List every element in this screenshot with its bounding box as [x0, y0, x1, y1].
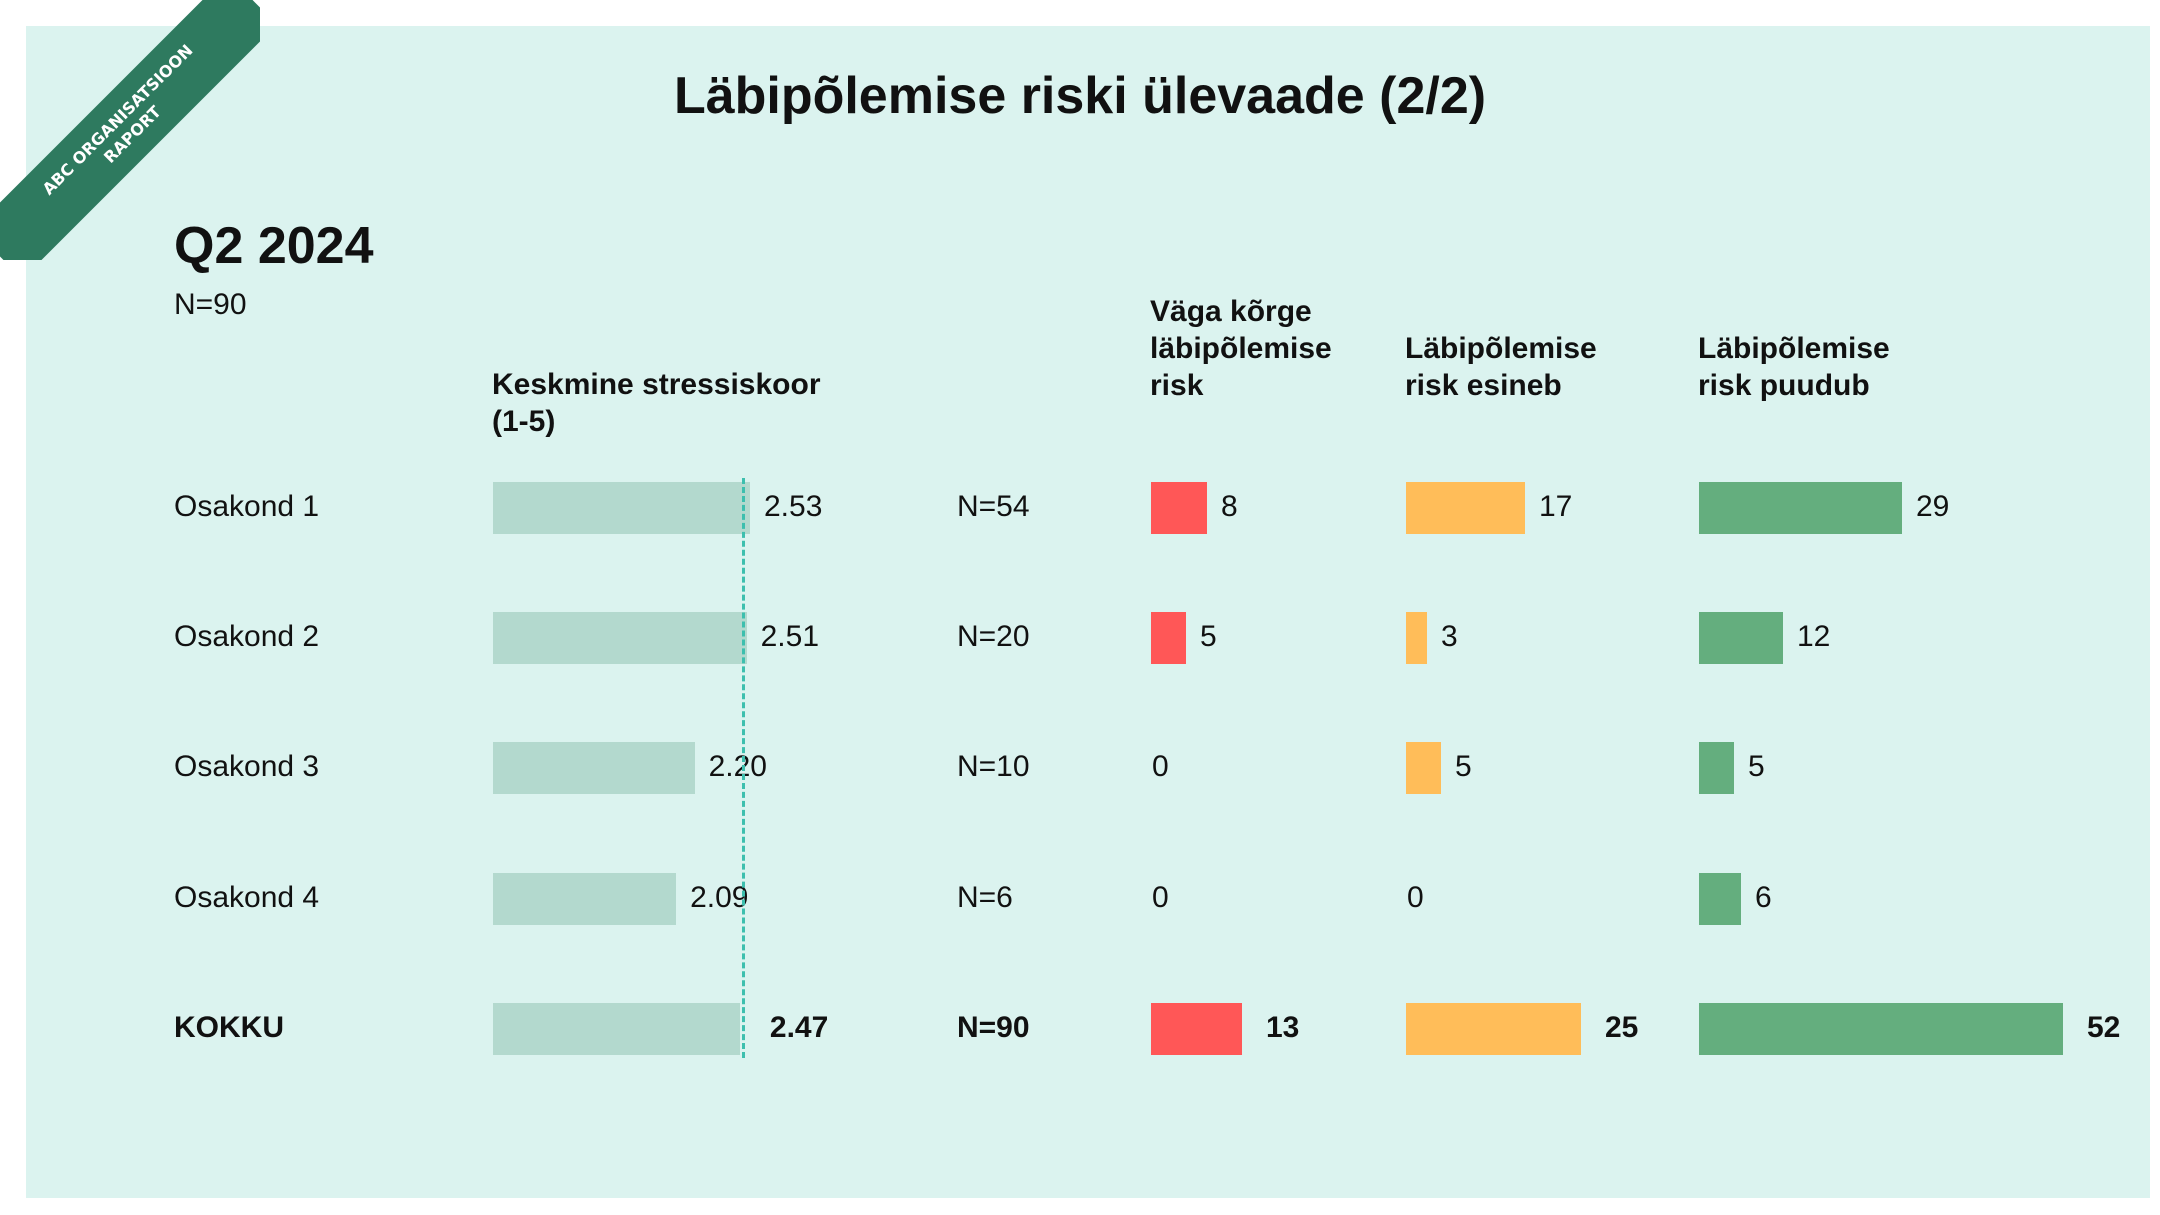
period-label: Q2 2024	[174, 216, 374, 276]
risk-value-3-1: 29	[1916, 490, 1949, 524]
stress-bar-1	[493, 482, 750, 534]
sample-size-label: N=90	[174, 288, 247, 322]
risk-value-2-3: 5	[1455, 750, 1472, 784]
header-risk-absent: Läbipõlemise risk puudub	[1698, 330, 1890, 404]
risk-value-1-4: 0	[1152, 881, 1169, 915]
risk-bar-3-3	[1699, 742, 1734, 794]
stress-value-2: 2.51	[761, 620, 819, 654]
header-present-line-1: Läbipõlemise	[1405, 330, 1597, 367]
stress-value-1: 2.53	[764, 490, 822, 524]
risk-bar-3-1	[1699, 482, 1902, 534]
risk-value-1-2: 5	[1200, 620, 1217, 654]
header-absent-line-2: risk puudub	[1698, 367, 1890, 404]
stress-bar-5	[493, 1003, 740, 1055]
risk-value-2-4: 0	[1407, 881, 1424, 915]
risk-bar-1-5	[1151, 1003, 1242, 1055]
risk-bar-2-1	[1406, 482, 1525, 534]
n-label-2: N=20	[957, 620, 1030, 654]
risk-bar-3-4	[1699, 873, 1741, 925]
risk-bar-2-5	[1406, 1003, 1581, 1055]
risk-value-3-5: 52	[2087, 1011, 2120, 1045]
stress-bar-2	[493, 612, 747, 664]
stress-value-4: 2.09	[690, 881, 748, 915]
risk-bar-2-2	[1406, 612, 1427, 664]
header-risk-present: Läbipõlemise risk esineb	[1405, 330, 1597, 404]
stress-value-5: 2.47	[770, 1011, 828, 1045]
stress-value-3: 2.20	[709, 750, 767, 784]
page-title: Läbipõlemise riski ülevaade (2/2)	[0, 66, 2160, 126]
header-stress-line-1: Keskmine stressiskoor	[492, 366, 821, 403]
stress-average-reference-line	[742, 478, 745, 1058]
risk-bar-3-2	[1699, 612, 1783, 664]
header-very-high-line-2: läbipõlemise	[1150, 330, 1332, 367]
risk-bar-3-5	[1699, 1003, 2063, 1055]
risk-bar-2-3	[1406, 742, 1441, 794]
row-label-1: Osakond 1	[174, 490, 319, 524]
n-label-4: N=6	[957, 881, 1013, 915]
header-present-line-2: risk esineb	[1405, 367, 1597, 404]
header-very-high-line-3: risk	[1150, 367, 1332, 404]
risk-value-1-1: 8	[1221, 490, 1238, 524]
row-label-3: Osakond 3	[174, 750, 319, 784]
row-label-5: KOKKU	[174, 1011, 284, 1045]
n-label-3: N=10	[957, 750, 1030, 784]
stress-bar-3	[493, 742, 695, 794]
header-very-high-line-1: Väga kõrge	[1150, 293, 1332, 330]
risk-value-3-3: 5	[1748, 750, 1765, 784]
header-absent-line-1: Läbipõlemise	[1698, 330, 1890, 367]
row-label-2: Osakond 2	[174, 620, 319, 654]
risk-value-1-3: 0	[1152, 750, 1169, 784]
header-stress-line-2: (1-5)	[492, 403, 821, 440]
risk-value-3-4: 6	[1755, 881, 1772, 915]
stress-bar-4	[493, 873, 676, 925]
header-stress-score: Keskmine stressiskoor (1-5)	[492, 366, 821, 440]
n-label-5: N=90	[957, 1011, 1030, 1045]
risk-bar-1-2	[1151, 612, 1186, 664]
risk-value-2-1: 17	[1539, 490, 1572, 524]
row-label-4: Osakond 4	[174, 881, 319, 915]
n-label-1: N=54	[957, 490, 1030, 524]
risk-value-1-5: 13	[1266, 1011, 1299, 1045]
risk-value-3-2: 12	[1797, 620, 1830, 654]
risk-bar-1-1	[1151, 482, 1207, 534]
risk-value-2-5: 25	[1605, 1011, 1638, 1045]
risk-value-2-2: 3	[1441, 620, 1458, 654]
header-very-high-risk: Väga kõrge läbipõlemise risk	[1150, 293, 1332, 404]
